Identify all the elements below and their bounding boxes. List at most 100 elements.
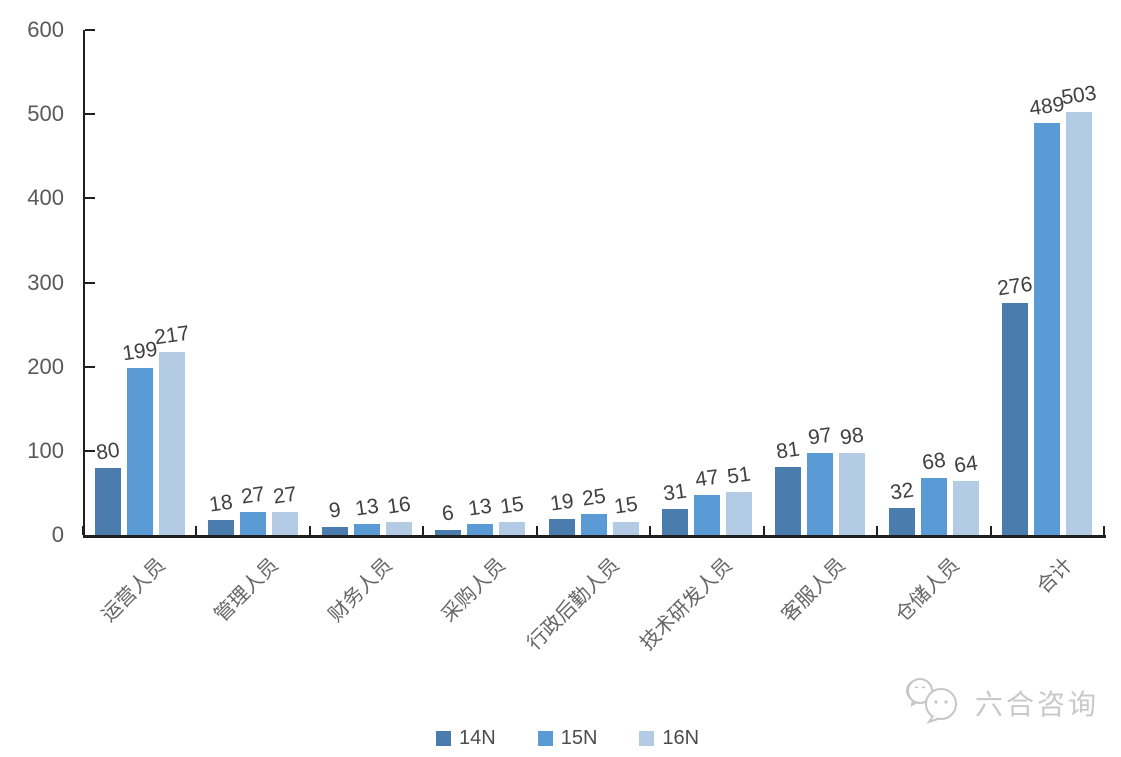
x-axis-line bbox=[83, 535, 1106, 538]
legend-label-15N: 15N bbox=[560, 727, 598, 749]
bar-14N-技术研发人员 bbox=[661, 508, 688, 535]
x-axis-tick bbox=[195, 526, 198, 535]
value-label-15N-仓储人员: 68 bbox=[920, 448, 947, 475]
legend-item-15N: 15N bbox=[537, 727, 598, 750]
category-label-客服人员: 客服人员 bbox=[778, 554, 851, 627]
bar-16N-行政后勤人员 bbox=[612, 522, 639, 535]
bar-14N-采购人员 bbox=[435, 529, 462, 535]
bar-15N-运营人员 bbox=[126, 367, 153, 535]
value-label-16N-行政后勤人员: 15 bbox=[612, 492, 639, 519]
bar-14N-财务人员 bbox=[321, 527, 348, 535]
value-label-15N-技术研发人员: 47 bbox=[693, 465, 721, 492]
bar-14N-合计 bbox=[1002, 302, 1029, 535]
bar-16N-技术研发人员 bbox=[725, 492, 752, 535]
category-label-仓储人员: 仓储人员 bbox=[891, 554, 964, 627]
bar-16N-客服人员 bbox=[839, 452, 866, 535]
legend-item-14N: 14N bbox=[436, 727, 496, 750]
x-axis-tick bbox=[649, 526, 652, 535]
x-axis-tick bbox=[876, 526, 879, 535]
y-axis-tick-label: 0 bbox=[51, 522, 64, 547]
y-axis-tick-label: 300 bbox=[27, 269, 64, 295]
value-label-16N-合计: 503 bbox=[1060, 81, 1099, 109]
bar-16N-合计 bbox=[1066, 111, 1093, 535]
value-label-16N-采购人员: 15 bbox=[498, 492, 526, 519]
value-label-16N-运营人员: 217 bbox=[152, 322, 191, 350]
value-label-16N-管理人员: 27 bbox=[271, 482, 299, 509]
bar-15N-仓储人员 bbox=[920, 477, 947, 535]
legend-item-16N: 16N bbox=[639, 727, 699, 750]
value-label-14N-行政后勤人员: 19 bbox=[548, 489, 575, 516]
category-label-运营人员: 运营人员 bbox=[97, 554, 170, 627]
bar-16N-采购人员 bbox=[499, 522, 526, 535]
legend-swatch-14N bbox=[436, 731, 451, 746]
watermark-text: 六合咨询 bbox=[975, 688, 1100, 720]
bar-15N-管理人员 bbox=[240, 512, 267, 535]
x-axis-tick bbox=[308, 526, 311, 535]
bar-16N-仓储人员 bbox=[952, 481, 979, 535]
x-axis-tick bbox=[535, 526, 538, 535]
value-label-15N-财务人员: 13 bbox=[353, 494, 380, 521]
bar-14N-客服人员 bbox=[775, 466, 802, 535]
y-axis-tick-label: 100 bbox=[27, 437, 64, 463]
wechat-icon bbox=[905, 674, 967, 731]
value-label-14N-客服人员: 81 bbox=[775, 437, 802, 464]
y-axis-tick bbox=[85, 197, 95, 200]
value-label-14N-管理人员: 18 bbox=[207, 490, 235, 517]
x-axis-tick bbox=[762, 526, 765, 535]
category-label-合计: 合计 bbox=[1033, 554, 1078, 599]
bar-15N-客服人员 bbox=[807, 453, 834, 535]
bar-14N-运营人员 bbox=[94, 467, 121, 535]
y-axis-tick-label: 200 bbox=[27, 353, 64, 379]
value-label-15N-客服人员: 97 bbox=[807, 423, 834, 450]
category-label-行政后勤人员: 行政后勤人员 bbox=[522, 554, 624, 655]
x-axis-tick bbox=[989, 526, 992, 535]
y-axis-tick-label: 400 bbox=[27, 185, 64, 211]
bar-15N-行政后勤人员 bbox=[580, 513, 607, 535]
y-axis-line bbox=[83, 30, 85, 538]
bar-16N-运营人员 bbox=[158, 352, 185, 535]
bar-16N-财务人员 bbox=[385, 521, 412, 535]
value-label-14N-仓储人员: 32 bbox=[888, 478, 915, 505]
value-label-16N-财务人员: 16 bbox=[385, 492, 412, 519]
category-label-采购人员: 采购人员 bbox=[437, 554, 510, 627]
bar-15N-财务人员 bbox=[353, 524, 380, 535]
x-axis-tick bbox=[422, 526, 425, 535]
chart-legend: 14N 15N 16N bbox=[436, 727, 699, 750]
value-label-14N-合计: 276 bbox=[996, 272, 1035, 301]
value-label-15N-管理人员: 27 bbox=[239, 482, 267, 509]
value-label-15N-行政后勤人员: 25 bbox=[580, 484, 607, 511]
category-label-管理人员: 管理人员 bbox=[210, 554, 283, 627]
y-axis-tick bbox=[85, 281, 95, 284]
value-label-16N-技术研发人员: 51 bbox=[725, 462, 753, 489]
bar-14N-仓储人员 bbox=[888, 508, 915, 535]
watermark: 六合咨询 bbox=[905, 674, 1099, 731]
legend-label-14N: 14N bbox=[459, 727, 496, 749]
category-label-财务人员: 财务人员 bbox=[324, 554, 397, 627]
value-label-14N-运营人员: 80 bbox=[94, 438, 121, 465]
y-axis-tick bbox=[85, 29, 95, 31]
value-label-14N-财务人员: 9 bbox=[327, 498, 342, 524]
y-axis-tick bbox=[85, 449, 95, 452]
bar-16N-管理人员 bbox=[272, 512, 299, 535]
y-axis-tick bbox=[85, 113, 95, 116]
bar-14N-行政后勤人员 bbox=[548, 519, 575, 535]
value-label-14N-技术研发人员: 31 bbox=[661, 479, 689, 506]
value-label-16N-客服人员: 98 bbox=[839, 423, 866, 450]
bar-14N-管理人员 bbox=[208, 519, 235, 535]
legend-label-16N: 16N bbox=[662, 727, 700, 749]
bar-15N-合计 bbox=[1034, 123, 1061, 535]
y-axis-tick-label: 600 bbox=[27, 17, 64, 42]
x-axis-tick bbox=[1103, 526, 1105, 535]
value-label-14N-采购人员: 6 bbox=[440, 501, 456, 526]
bar-15N-采购人员 bbox=[467, 524, 494, 535]
legend-swatch-16N bbox=[639, 731, 655, 746]
y-axis-tick bbox=[85, 365, 95, 368]
bar-15N-技术研发人员 bbox=[693, 495, 720, 535]
x-axis-tick bbox=[82, 526, 84, 535]
value-label-15N-运营人员: 199 bbox=[120, 337, 159, 365]
category-label-技术研发人员: 技术研发人员 bbox=[636, 554, 737, 655]
legend-swatch-15N bbox=[537, 731, 553, 746]
value-label-15N-采购人员: 13 bbox=[466, 494, 494, 521]
